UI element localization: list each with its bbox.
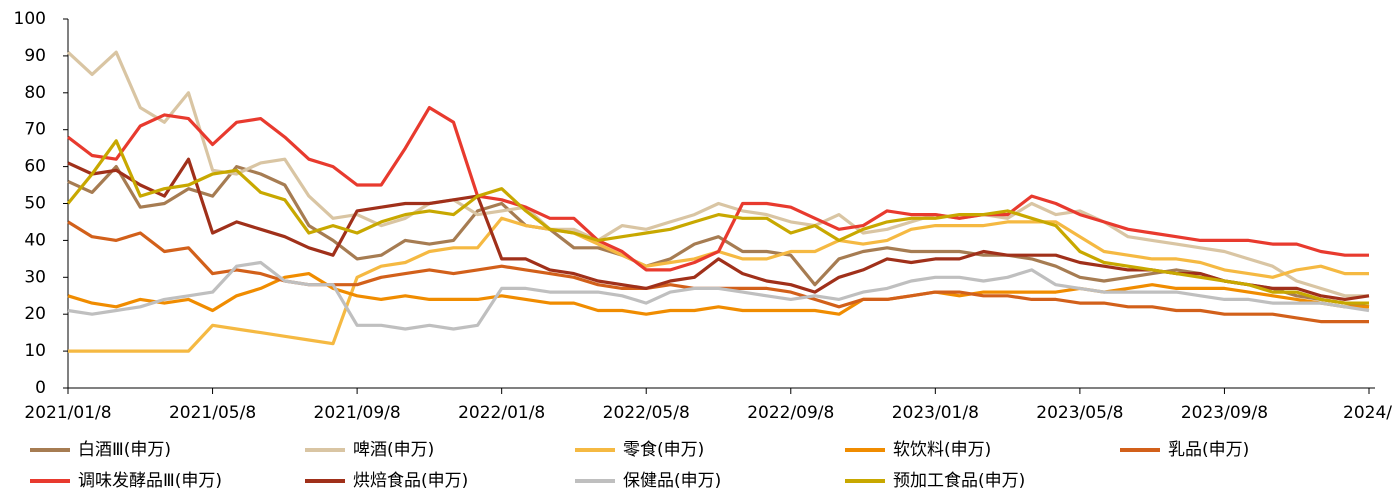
legend-label: 啤酒(申万) — [353, 440, 434, 460]
legend-label: 调味发酵品Ⅲ(申万) — [78, 471, 222, 491]
series-line — [67, 272, 1369, 316]
x-tick-label: 2024/ — [1343, 403, 1392, 423]
y-tick-label: 20 — [24, 304, 46, 324]
series-line — [67, 260, 1370, 331]
y-tick-label: 60 — [24, 157, 46, 177]
x-tick-label: 2022/05/8 — [603, 403, 690, 423]
x-tick-label: 2021/01/8 — [24, 403, 111, 423]
y-tick-label: 70 — [24, 120, 46, 140]
series-line — [67, 165, 1370, 309]
y-tick-label: 50 — [24, 194, 46, 214]
x-tick-label: 2022/09/8 — [747, 403, 834, 423]
x-tick-label: 2023/05/8 — [1036, 403, 1123, 423]
x-tick-label: 2022/01/8 — [458, 403, 545, 423]
y-tick-label: 100 — [14, 9, 46, 29]
series-line — [67, 106, 1369, 272]
legend-label: 白酒Ⅲ(申万) — [78, 440, 171, 460]
series-line — [66, 50, 1369, 298]
x-tick-label: 2021/05/8 — [169, 403, 256, 423]
x-tick-label: 2023/09/8 — [1181, 403, 1268, 423]
series-line — [67, 157, 1370, 301]
legend-label: 乳品(申万) — [1168, 440, 1249, 460]
y-tick-label: 10 — [24, 341, 46, 361]
y-tick-label: 0 — [35, 378, 46, 398]
legend-label: 软饮料(申万) — [893, 440, 991, 460]
legend-label: 烘焙食品(申万) — [353, 471, 468, 491]
y-tick-label: 30 — [24, 267, 46, 287]
legend-label: 预加工食品(申万) — [893, 471, 1025, 491]
legend-label: 保健品(申万) — [623, 471, 721, 491]
y-tick-label: 40 — [24, 230, 46, 250]
x-tick-label: 2023/01/8 — [892, 403, 979, 423]
y-tick-label: 90 — [24, 46, 46, 66]
legend-label: 零食(申万) — [623, 440, 704, 460]
x-tick-label: 2021/09/8 — [314, 403, 401, 423]
series-line — [66, 139, 1369, 305]
y-tick-label: 80 — [24, 83, 46, 103]
